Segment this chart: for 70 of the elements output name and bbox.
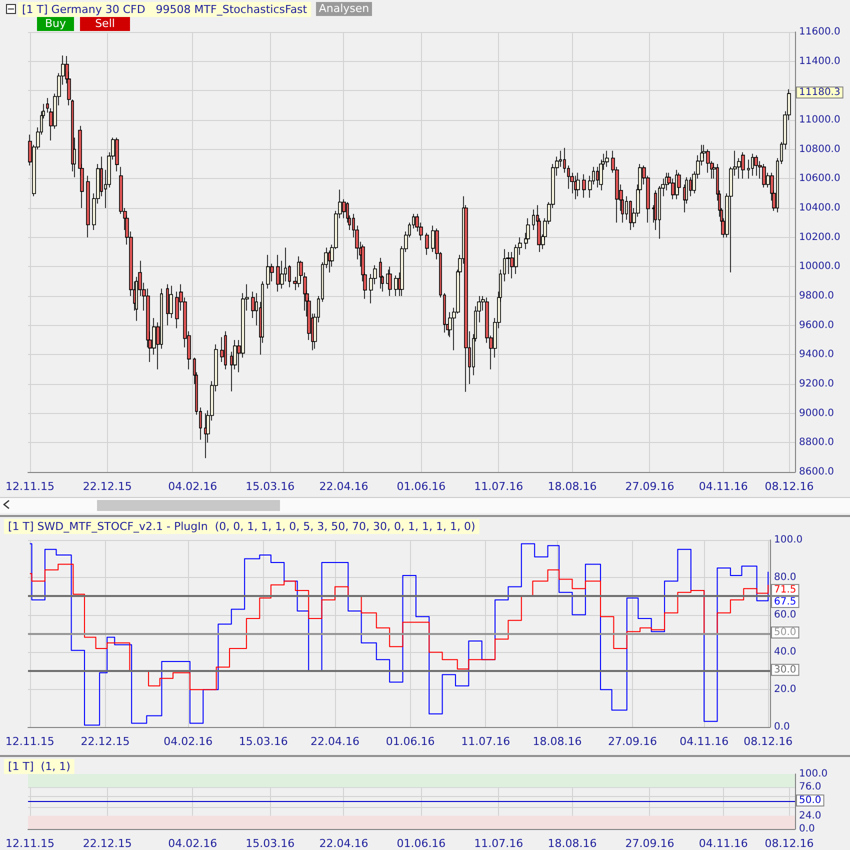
x-tick-label: 11.07.16 bbox=[461, 735, 510, 748]
y-tick-label: 11400.0 bbox=[799, 56, 840, 67]
y-tick-label: 0.0 bbox=[799, 824, 815, 834]
y-tick-label: 9800.0 bbox=[799, 290, 834, 302]
y-tick-label: 100.0 bbox=[774, 534, 803, 546]
y-tick-label: 40.0 bbox=[774, 646, 796, 658]
y-tick-label: 0.0 bbox=[774, 722, 790, 732]
x-tick-label: 01.06.16 bbox=[396, 837, 446, 850]
y-tick-label: 60.0 bbox=[774, 609, 796, 620]
data-label: 71.5 bbox=[774, 584, 796, 596]
x-tick-label: 04.02.16 bbox=[164, 735, 213, 748]
y-tick-label: 10800.0 bbox=[799, 144, 840, 155]
data-label: 67.5 bbox=[774, 596, 796, 608]
x-tick-label: 18.08.16 bbox=[532, 735, 582, 748]
x-tick-label: 08.12.16 bbox=[764, 480, 814, 493]
y-tick-label: 11000.0 bbox=[799, 114, 840, 126]
y-tick-label: 76.0 bbox=[799, 782, 822, 793]
x-tick-label: 22.12.15 bbox=[82, 480, 132, 493]
x-tick-label: 15.03.16 bbox=[238, 735, 288, 748]
y-tick-label: 9600.0 bbox=[799, 320, 834, 331]
y-tick-label: 9000.0 bbox=[799, 408, 834, 419]
x-tick-label: 15.03.16 bbox=[246, 837, 295, 850]
y-tick-label: 10000.0 bbox=[799, 261, 840, 272]
y-tick-label: 8800.0 bbox=[799, 437, 834, 448]
x-tick-label: 12.11.15 bbox=[5, 735, 54, 748]
y-tick-label: 100.0 bbox=[799, 768, 828, 780]
x-tick-label: 04.11.16 bbox=[698, 837, 748, 850]
chart-title: [1 T] (1, 1) bbox=[8, 760, 70, 773]
x-tick-label: 22.12.15 bbox=[82, 837, 132, 850]
y-tick-label: 10600.0 bbox=[799, 173, 840, 184]
x-tick-label: 01.06.16 bbox=[386, 735, 435, 748]
y-tick-label: 10400.0 bbox=[799, 202, 840, 214]
x-tick-label: 18.08.16 bbox=[548, 837, 597, 850]
text: Buy bbox=[37, 17, 74, 31]
x-tick-label: 27.09.16 bbox=[625, 837, 674, 850]
y-tick-label: 8600.0 bbox=[799, 466, 834, 478]
data-label: 50.0 bbox=[799, 795, 822, 806]
x-tick-label: 04.02.16 bbox=[168, 837, 218, 850]
text: Analysen bbox=[316, 2, 372, 16]
y-tick-label: 80.0 bbox=[774, 572, 796, 583]
text: 11180.3 bbox=[799, 87, 840, 98]
x-tick-label: 01.06.16 bbox=[396, 480, 446, 493]
chart-title: [1 T] Germany 30 CFD 99508 MTF_StochasticsFast bbox=[22, 3, 308, 16]
x-tick-label: 22.12.15 bbox=[80, 735, 130, 748]
x-tick-label: 27.09.16 bbox=[625, 480, 674, 493]
x-tick-label: 22.04.16 bbox=[319, 837, 368, 850]
y-tick-label: 20.0 bbox=[774, 684, 796, 696]
x-tick-label: 04.11.16 bbox=[698, 480, 748, 493]
x-tick-label: 04.11.16 bbox=[680, 735, 729, 748]
x-tick-label: 12.11.15 bbox=[5, 837, 54, 850]
ref-line-label: 50.0 bbox=[774, 627, 796, 638]
x-tick-label: 08.12.16 bbox=[744, 735, 793, 748]
x-tick-label: 08.12.16 bbox=[764, 837, 814, 850]
x-tick-label: 12.11.15 bbox=[5, 480, 54, 493]
text: Sell bbox=[80, 17, 130, 31]
y-tick-label: 11600.0 bbox=[799, 26, 840, 38]
y-tick-label: 10200.0 bbox=[799, 232, 840, 243]
x-tick-label: 22.04.16 bbox=[310, 735, 360, 748]
x-tick-label: 27.09.16 bbox=[608, 735, 658, 748]
ref-line-label: 30.0 bbox=[774, 664, 796, 676]
y-tick-label: 9200.0 bbox=[799, 378, 834, 390]
y-tick-label: 9400.0 bbox=[799, 349, 834, 360]
chart-title: [1 T] SWD_MTF_STOCF_v2.1 - PlugIn (0, 0, 1, 1, 1, 0, 5, 3, 50, 70, 30, 0, 1, 1, 1, 1, 0) bbox=[8, 520, 476, 533]
x-tick-label: 11.07.16 bbox=[474, 480, 524, 493]
x-tick-label: 15.03.16 bbox=[246, 480, 295, 493]
x-tick-label: 22.04.16 bbox=[319, 480, 368, 493]
x-tick-label: 18.08.16 bbox=[548, 480, 597, 493]
y-tick-label: 24.0 bbox=[799, 810, 822, 822]
x-tick-label: 04.02.16 bbox=[168, 480, 218, 493]
x-tick-label: 11.07.16 bbox=[474, 837, 524, 850]
